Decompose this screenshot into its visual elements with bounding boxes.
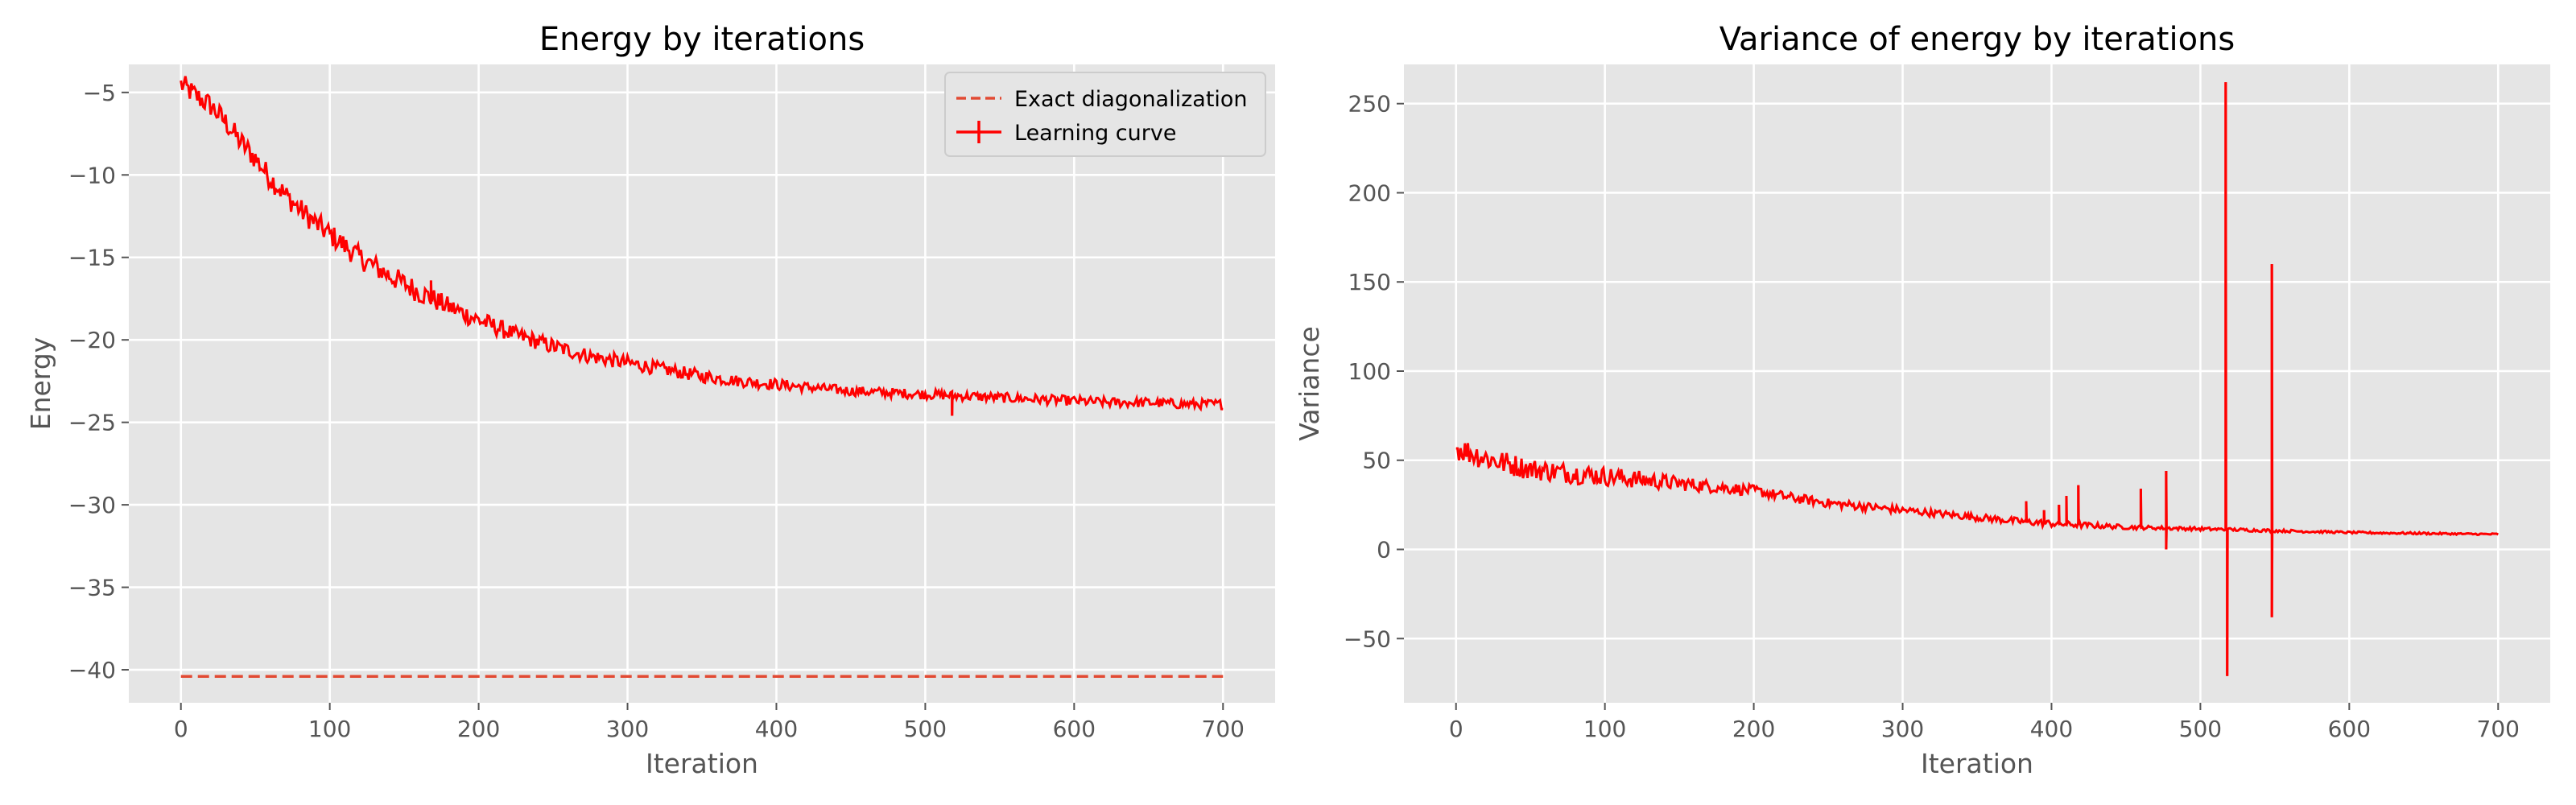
legend-label-learning-curve: Learning curve [1014,121,1176,146]
energy-x-axis-label: Iteration [646,748,758,779]
energy-chart: 0 100 200 300 400 500 600 700 −5 −10 −15 −20 −25 −30 −… [25,21,1275,779]
y-tick-label: −25 [68,410,116,436]
x-tick-label: 700 [1202,716,1245,742]
y-tick-label: −35 [68,575,116,601]
y-tick-label: −40 [68,657,116,683]
y-tick-label: −15 [68,245,116,271]
energy-series-layer [180,76,1224,678]
energy-plot-area [129,64,1275,703]
variance-chart: 0 100 200 300 400 500 600 700250200150100500−50… [1294,21,2550,779]
y-tick-label: 200 [1348,180,1391,206]
variance-x-axis-label: Iteration [1921,748,2033,779]
y-tick-label: −5 [83,80,116,106]
x-tick-label: 100 [308,716,351,742]
x-tick-label: 0 [174,716,188,742]
x-tick-label: 300 [606,716,649,742]
x-tick-label: 500 [2179,716,2222,742]
variance-chart-title: Variance of energy by iterations [1719,21,2235,58]
y-tick-label: −50 [1344,625,1391,652]
variance-grid [1404,64,2550,703]
y-tick-label: −30 [68,492,116,518]
x-tick-label: 500 [904,716,947,742]
x-tick-label: 0 [1449,716,1463,742]
x-tick-label: 300 [1881,716,1924,742]
variance-y-axis-label: Variance [1294,326,1325,441]
x-tick-label: 400 [2030,716,2073,742]
y-tick-label: 150 [1348,269,1391,295]
y-tick-label: −10 [68,162,116,188]
energy-legend: Exact diagonalization Learning curve [944,72,1266,157]
x-tick-label: 100 [1583,716,1626,742]
x-tick-label: 700 [2477,716,2520,742]
y-tick-label: 0 [1377,537,1391,564]
x-tick-label: 200 [457,716,500,742]
series-variance-line [1455,82,2500,676]
energy-y-axis-label: Energy [25,337,56,431]
variance-plot-area [1404,64,2550,703]
legend-label-exact-diagonalization: Exact diagonalization [1014,87,1248,112]
y-tick-label: −20 [68,327,116,353]
y-tick-label: 250 [1348,91,1391,118]
x-tick-label: 400 [755,716,798,742]
y-tick-label: 100 [1348,358,1391,385]
x-tick-label: 200 [1732,716,1775,742]
energy-grid [129,64,1275,703]
energy-ticks: 0 100 200 300 400 500 600 700 −5 −10 −15 −20 −25 −30 −… [68,80,1245,742]
energy-legend-box [944,72,1266,157]
variance-series-layer [1455,82,2500,676]
series-learning-curve-line [180,76,1224,416]
y-tick-label: 50 [1362,448,1391,474]
x-tick-label: 600 [2328,716,2371,742]
energy-chart-title: Energy by iterations [539,21,865,58]
x-tick-label: 600 [1053,716,1096,742]
